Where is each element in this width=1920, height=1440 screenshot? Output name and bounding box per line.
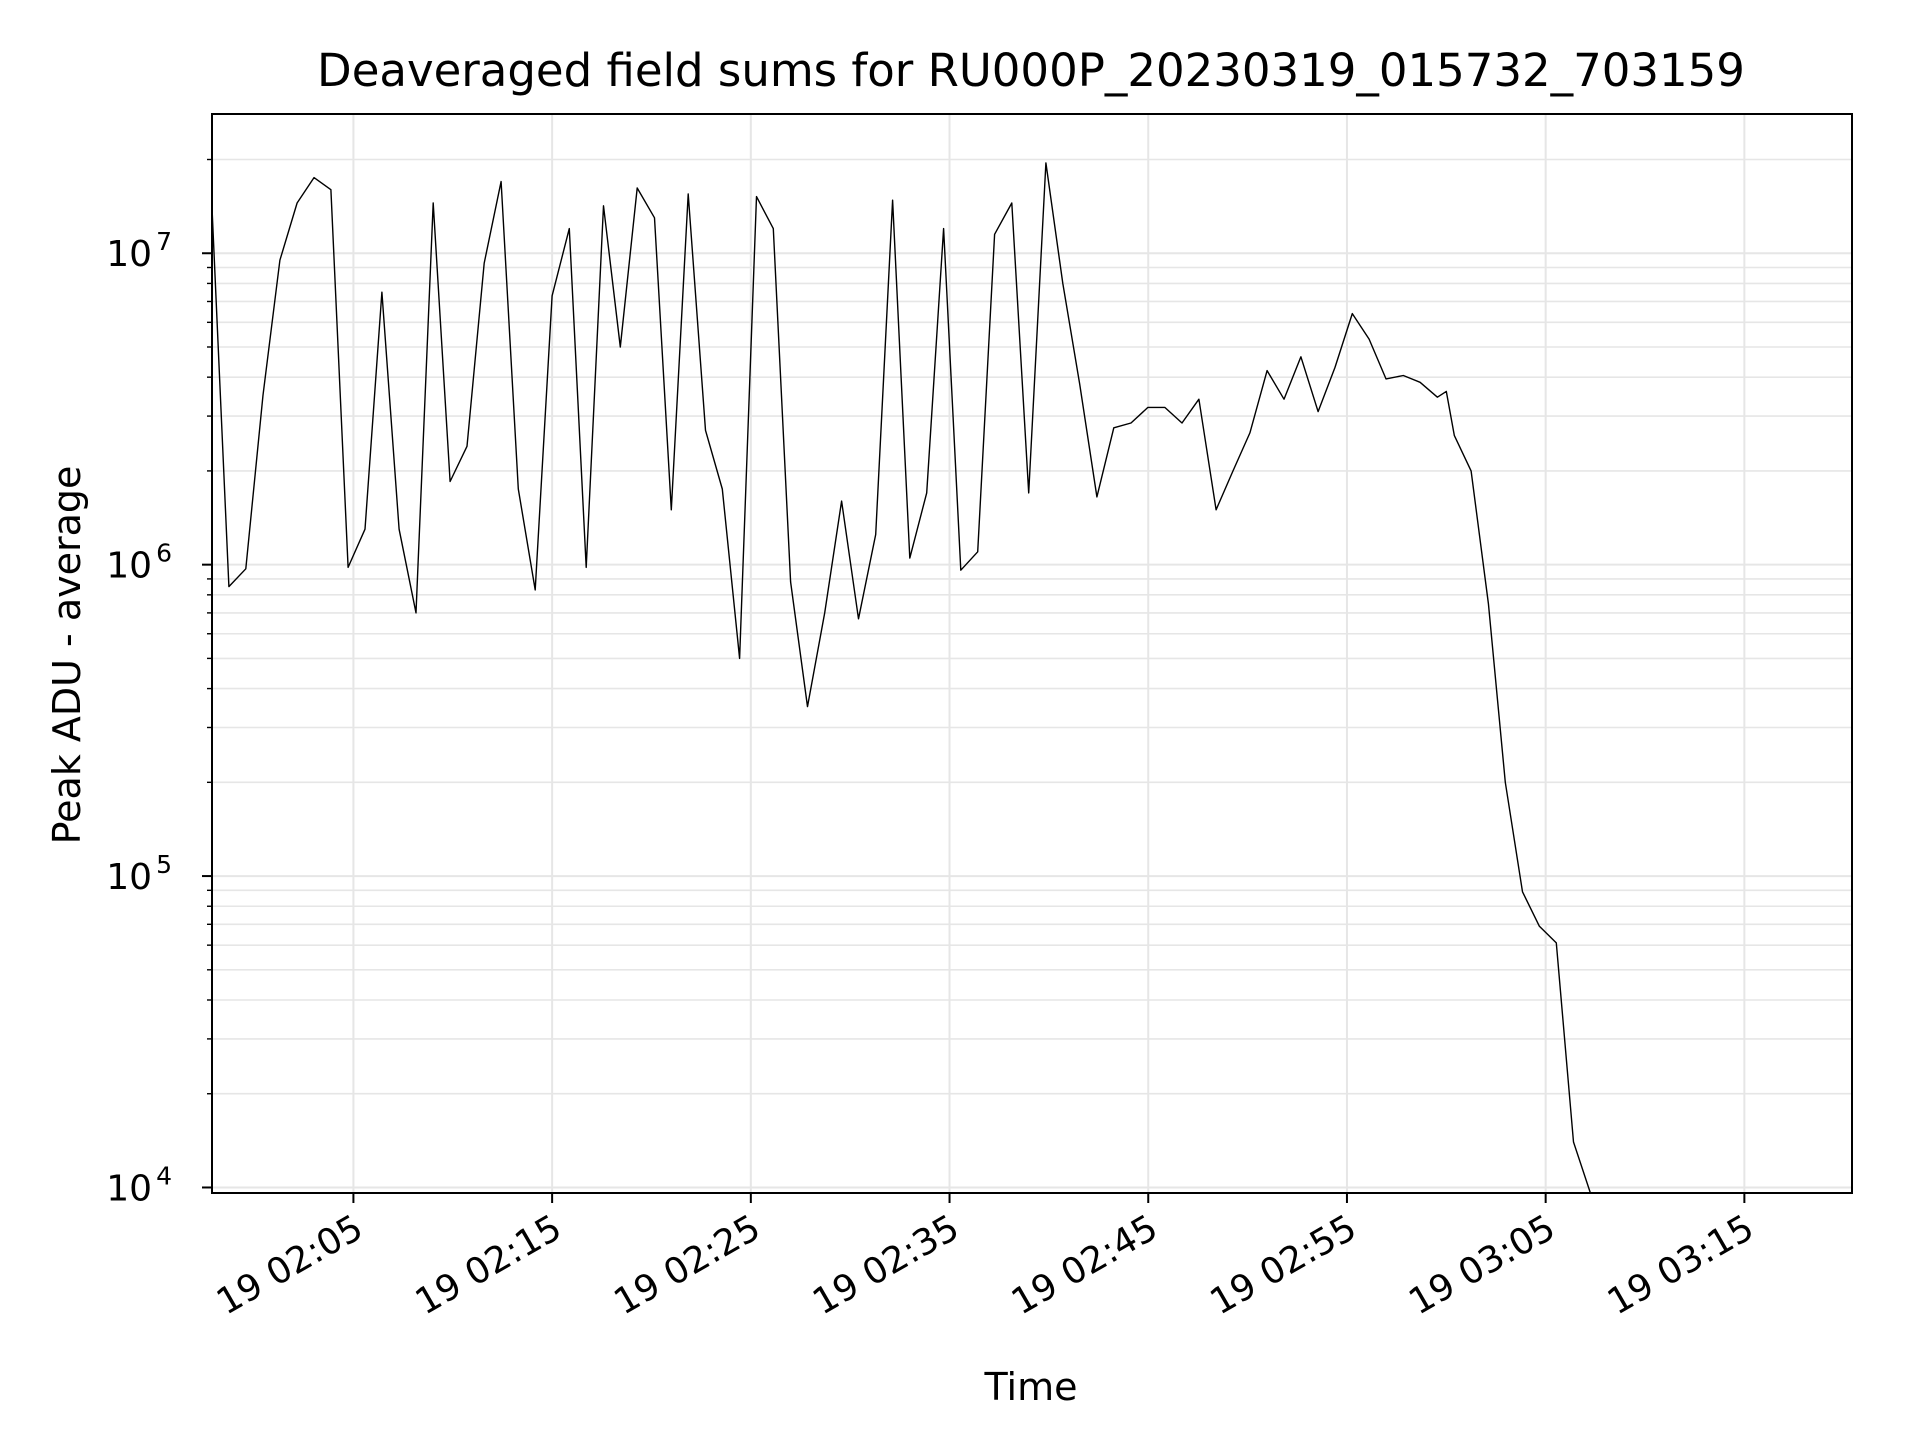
chart-title: Deaveraged field sums for RU000P_2023031… [317, 44, 1745, 97]
y-tick-label: 10 [106, 857, 152, 898]
x-axis-label: Time [984, 1365, 1078, 1409]
plot-frame [211, 113, 1853, 1194]
series-line [211, 162, 1592, 1194]
y-tick-label: 10 [106, 546, 152, 587]
y-tick-label: 10 [106, 1168, 152, 1209]
y-tick-exponent: 4 [156, 1161, 172, 1190]
y-tick-exponent: 7 [156, 227, 172, 256]
y-tick-exponent: 6 [156, 539, 172, 568]
data-series [211, 162, 1592, 1194]
y-tick-exponent: 5 [156, 850, 172, 879]
grid-lines [212, 114, 1852, 1193]
y-tick-label: 10 [106, 234, 152, 275]
y-axis-label: Peak ADU - average [45, 466, 89, 845]
